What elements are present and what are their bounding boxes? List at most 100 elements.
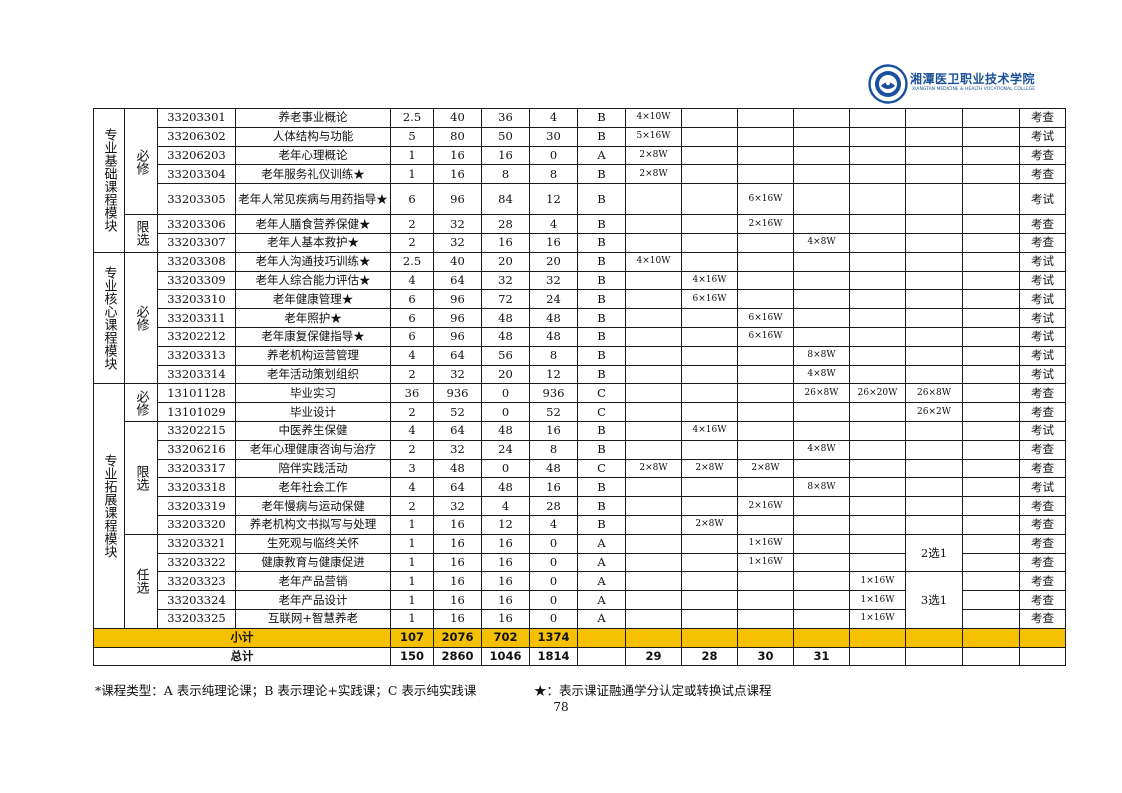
practice-hours-cell: 48 (529, 458, 578, 479)
practice-hours-cell: 32 (529, 270, 578, 291)
total-hours-cell: 96 (433, 308, 482, 328)
semester-hours-cell: 4×16W (681, 270, 738, 291)
page-number: 78 (553, 700, 569, 714)
module-name-cell: 专业核心课程模块 (93, 251, 125, 385)
semester-hours-cell (793, 571, 850, 592)
semester-hours-cell: 5×16W (625, 126, 682, 147)
semester-hours-cell: 4×10W (625, 108, 682, 128)
course-type-cell: B (577, 108, 626, 128)
practice-hours-cell: 16 (529, 232, 578, 253)
course-type-cell: B (577, 183, 626, 216)
semester-hours-cell (905, 251, 963, 272)
course-name-cell: 老年人膳食营养保健★ (235, 214, 391, 234)
course-code-cell: 33206302 (157, 126, 236, 147)
course-code-cell: 33206216 (157, 439, 236, 460)
course-code-cell: 33203310 (157, 289, 236, 310)
total-hours-cell: 48 (433, 458, 482, 479)
semester-hours-cell (737, 364, 794, 385)
credit-cell: 1 (390, 145, 434, 166)
semester-hours-cell (737, 289, 794, 310)
semester-hours-cell (737, 383, 794, 404)
semester-hours-cell (793, 308, 850, 328)
credit-cell: 1 (390, 514, 434, 535)
total-theory-cell: 1046 (481, 646, 530, 667)
subtotal-empty-cell (905, 627, 963, 648)
theory-hours-cell: 0 (481, 402, 530, 422)
semester-hours-cell (849, 552, 906, 573)
theory-hours-cell: 56 (481, 345, 530, 366)
semester-hours-cell (905, 439, 963, 460)
total-hours-cell: 16 (433, 164, 482, 185)
assessment-cell: 考试 (1019, 420, 1066, 441)
semester-hours-cell (905, 270, 963, 291)
semester-hours-cell (737, 164, 794, 185)
course-category-cell: 必修 (124, 383, 158, 422)
total-hours-cell: 16 (433, 552, 482, 573)
semester-hours-cell (905, 232, 963, 253)
course-name-cell: 老年人基本救护★ (235, 232, 391, 253)
semester-hours-cell (849, 345, 906, 366)
total-hours-cell: 32 (433, 439, 482, 460)
semester-hours-cell (681, 308, 738, 328)
course-category-cell: 限选 (124, 420, 158, 535)
semester-hours-cell (737, 420, 794, 441)
semester-hours-cell (962, 608, 1020, 629)
semester-hours-cell (625, 439, 682, 460)
semester-hours-cell (849, 420, 906, 441)
course-type-cell: B (577, 514, 626, 535)
practice-hours-cell: 8 (529, 164, 578, 185)
theory-hours-cell: 48 (481, 326, 530, 347)
theory-hours-cell: 16 (481, 232, 530, 253)
course-name-cell: 老年照护★ (235, 308, 391, 328)
semester-hours-cell (625, 232, 682, 253)
semester-hours-cell: 2×8W (737, 458, 794, 479)
course-name-cell: 老年康复保健指导★ (235, 326, 391, 347)
semester-hours-cell (793, 145, 850, 166)
theory-hours-cell: 16 (481, 571, 530, 592)
total-empty-cell (849, 646, 906, 667)
course-type-cell: B (577, 270, 626, 291)
semester-hours-cell (625, 533, 682, 554)
subtotal-theory-cell: 702 (481, 627, 530, 648)
credit-cell: 1 (390, 533, 434, 554)
semester-hours-cell (681, 571, 738, 592)
course-code-cell: 33203319 (157, 496, 236, 516)
course-row: 33203323 老年产品营销 1 16 16 0 A 1×16W 3选1 考查 (94, 571, 1066, 629)
course-name-cell: 老年人常见疾病与用药指导★ (235, 183, 391, 216)
total-hours-cell: 64 (433, 420, 482, 441)
course-code-cell: 33203318 (157, 477, 236, 498)
credit-cell: 2.5 (390, 251, 434, 272)
practice-hours-cell: 0 (529, 145, 578, 166)
module-name-cell: 专业拓展课程模块 (93, 383, 125, 629)
assessment-cell: 考试 (1019, 345, 1066, 366)
total-hours-cell: 16 (433, 145, 482, 166)
assessment-cell: 考试 (1019, 326, 1066, 347)
course-name-cell: 老年心理健康咨询与治疗 (235, 439, 391, 460)
semester-hours-cell (849, 364, 906, 385)
semester-hours-cell (962, 289, 1020, 310)
total-hours-cell: 32 (433, 364, 482, 385)
theory-hours-cell: 16 (481, 552, 530, 573)
course-type-cell: A (577, 571, 626, 592)
course-category-cell: 必修 (124, 251, 158, 385)
course-row: 33203314 老年活动策划组织 2 32 20 12 B 4×8W 考试 (94, 364, 1066, 385)
credit-cell: 6 (390, 183, 434, 216)
course-code-cell: 33203304 (157, 164, 236, 185)
semester-hours-cell (905, 183, 963, 216)
semester-hours-cell (737, 608, 794, 629)
semester-hours-cell (905, 345, 963, 366)
course-row: 任选 33203321 生死观与临终关怀 1 16 16 0 A 1×16W 2选1 考查 (94, 533, 1066, 629)
course-row: 33203320 养老机构文书拟写与处理 1 16 12 4 B 2×8W 考查 (94, 514, 1066, 535)
semester-hours-cell (849, 533, 906, 554)
course-name-cell: 健康教育与健康促进 (235, 552, 391, 573)
semester-hours-cell (793, 126, 850, 147)
semester-hours-cell: 1×16W (849, 571, 906, 592)
total-label: 总计 (93, 646, 391, 667)
assessment-cell: 考查 (1019, 533, 1066, 554)
semester-hours-cell (625, 402, 682, 422)
credit-cell: 5 (390, 126, 434, 147)
semester-hours-cell: 1×16W (737, 533, 794, 554)
course-type-cell: B (577, 126, 626, 147)
semester-hours-cell (849, 214, 906, 234)
course-code-cell: 13101128 (157, 383, 236, 404)
